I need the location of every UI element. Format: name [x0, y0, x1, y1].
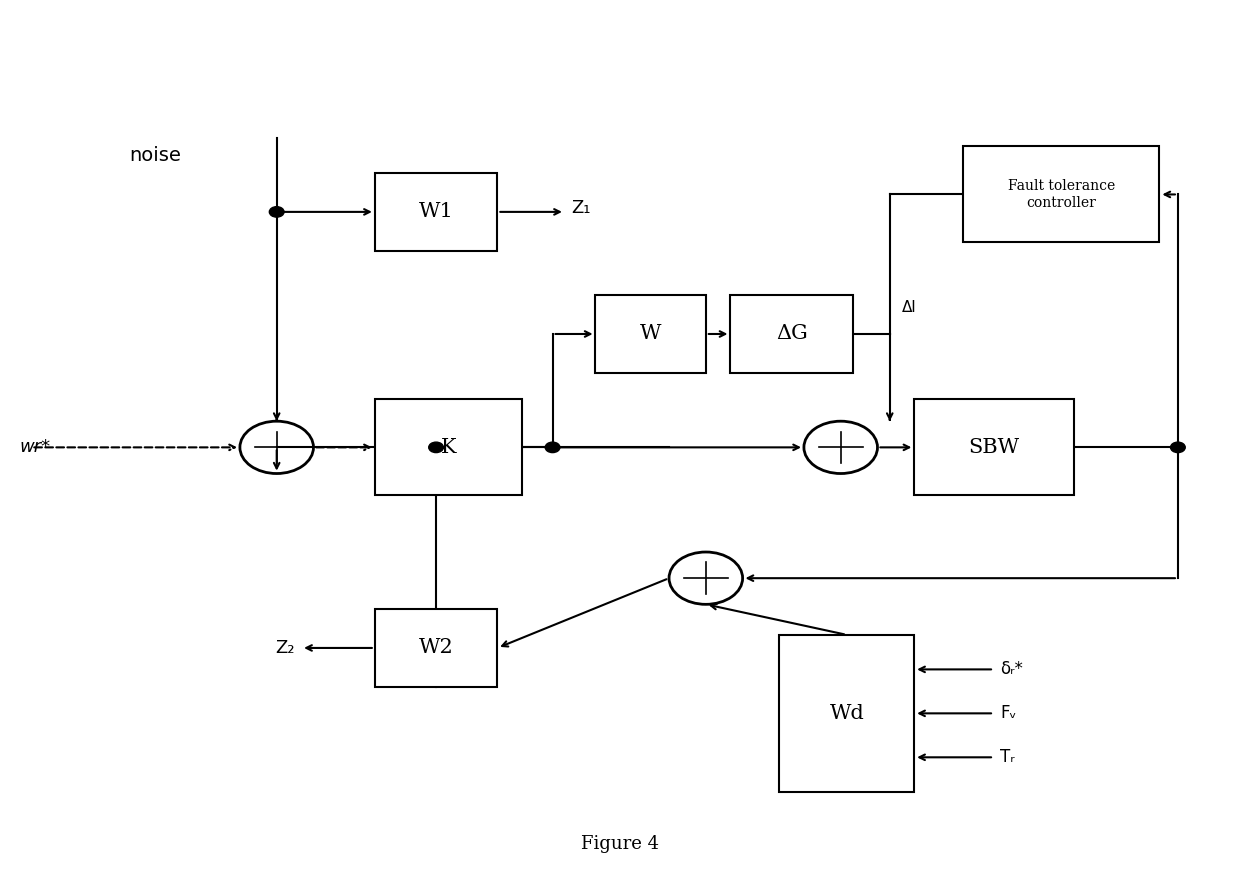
Text: Δl: Δl	[901, 300, 916, 315]
Text: W: W	[640, 324, 661, 344]
Circle shape	[429, 442, 444, 453]
FancyBboxPatch shape	[730, 295, 853, 373]
FancyBboxPatch shape	[374, 400, 522, 495]
FancyBboxPatch shape	[374, 609, 497, 688]
Text: Figure 4: Figure 4	[582, 835, 658, 853]
Text: ΔG: ΔG	[776, 324, 807, 344]
Circle shape	[269, 206, 284, 217]
Text: Tᵣ: Tᵣ	[1001, 749, 1014, 766]
Text: Wd: Wd	[830, 703, 864, 723]
Circle shape	[546, 442, 560, 453]
FancyBboxPatch shape	[963, 146, 1159, 243]
Text: W1: W1	[419, 202, 454, 222]
Text: K: K	[440, 438, 456, 457]
Text: noise: noise	[129, 145, 181, 165]
FancyBboxPatch shape	[595, 295, 706, 373]
FancyBboxPatch shape	[914, 400, 1074, 495]
Circle shape	[1171, 442, 1185, 453]
Text: wr*: wr*	[19, 439, 51, 456]
Text: Z₂: Z₂	[275, 639, 295, 657]
Text: Z₁: Z₁	[570, 198, 590, 216]
Text: δᵣ*: δᵣ*	[1001, 660, 1023, 679]
Text: Fault tolerance
controller: Fault tolerance controller	[1008, 179, 1115, 210]
FancyBboxPatch shape	[374, 173, 497, 251]
Text: SBW: SBW	[968, 438, 1019, 457]
Text: Fᵥ: Fᵥ	[1001, 704, 1017, 722]
FancyBboxPatch shape	[780, 635, 914, 792]
Text: W2: W2	[419, 639, 454, 657]
